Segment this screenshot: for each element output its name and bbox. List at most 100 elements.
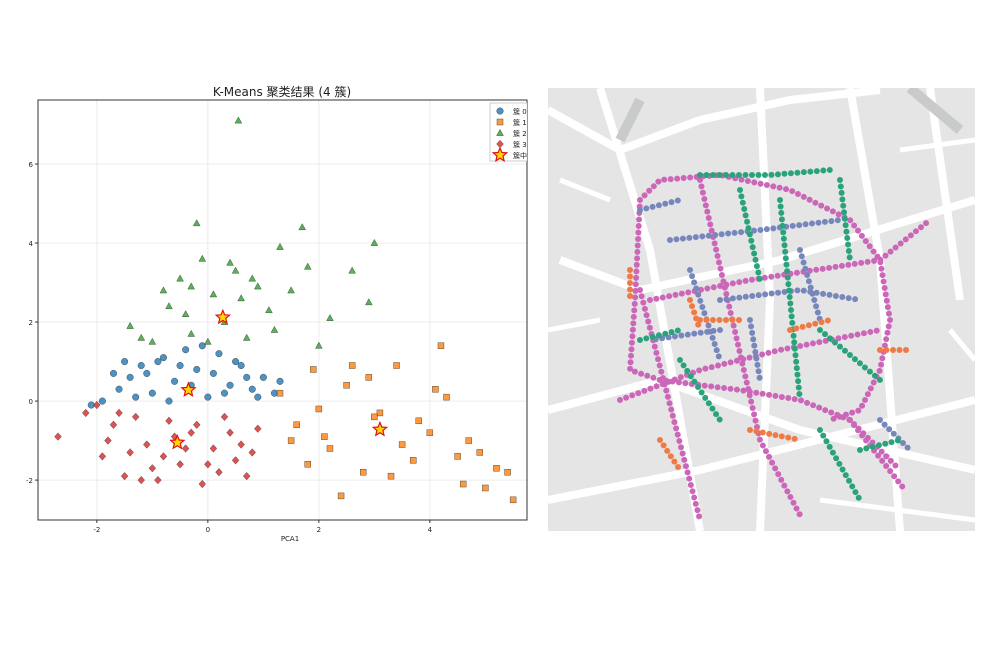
point xyxy=(176,362,184,370)
y-tick-label: 6 xyxy=(29,161,34,169)
map-panel xyxy=(548,88,975,531)
point xyxy=(371,413,378,421)
y-tick-label: 0 xyxy=(29,398,33,406)
point xyxy=(187,282,195,290)
point xyxy=(182,346,190,354)
point xyxy=(193,365,201,373)
point xyxy=(276,242,284,250)
point xyxy=(181,310,190,317)
point xyxy=(476,449,484,456)
point xyxy=(509,496,517,504)
point xyxy=(169,434,186,450)
point xyxy=(204,393,212,401)
point xyxy=(121,358,129,366)
axes-frame xyxy=(37,99,528,521)
point xyxy=(137,362,145,370)
point xyxy=(159,286,168,294)
point xyxy=(237,440,245,449)
point xyxy=(137,333,145,341)
point xyxy=(148,337,157,345)
point xyxy=(98,397,106,405)
point xyxy=(54,432,62,441)
x-axis-label: PCA1 xyxy=(281,535,299,543)
point xyxy=(93,400,101,410)
point xyxy=(187,428,195,437)
point xyxy=(365,298,373,306)
point xyxy=(259,373,267,381)
point xyxy=(132,393,140,401)
point xyxy=(165,397,173,405)
point xyxy=(315,405,323,413)
map-rail xyxy=(615,88,964,143)
point xyxy=(109,420,118,429)
point xyxy=(193,420,201,429)
point xyxy=(171,377,179,385)
point xyxy=(176,274,184,282)
point xyxy=(137,475,145,485)
point xyxy=(304,461,311,468)
point xyxy=(204,460,212,469)
point xyxy=(270,325,279,333)
point xyxy=(360,468,367,476)
y-tick-label: 4 xyxy=(29,240,34,248)
point xyxy=(393,362,400,369)
point xyxy=(214,308,232,325)
point xyxy=(348,362,356,369)
point xyxy=(276,389,284,397)
point xyxy=(237,294,245,302)
legend-label: 簇 2 xyxy=(513,129,527,138)
legend-marker xyxy=(491,146,509,162)
point xyxy=(248,385,256,393)
x-tick-label: 4 xyxy=(428,526,433,534)
point xyxy=(126,448,134,457)
point xyxy=(165,302,173,310)
x-tick-label: 0 xyxy=(206,526,210,534)
point xyxy=(154,475,162,485)
point xyxy=(226,258,234,266)
point xyxy=(148,389,156,397)
point xyxy=(326,314,334,321)
point xyxy=(293,421,300,428)
point xyxy=(231,266,240,274)
point xyxy=(198,342,206,350)
point xyxy=(154,358,162,366)
point xyxy=(321,433,328,440)
point xyxy=(143,369,151,377)
point xyxy=(248,274,256,282)
point xyxy=(82,408,90,418)
point xyxy=(187,329,195,337)
point xyxy=(126,321,134,329)
point xyxy=(109,369,117,377)
point xyxy=(454,453,461,460)
point xyxy=(104,436,112,445)
point xyxy=(176,460,184,469)
point xyxy=(209,369,217,377)
point xyxy=(298,223,306,231)
y-tick-label: -2 xyxy=(26,477,33,485)
point xyxy=(132,412,140,421)
point xyxy=(159,452,168,461)
point xyxy=(234,116,243,124)
chart-title: K-Means 聚类结果 (4 簇) xyxy=(213,84,351,99)
point xyxy=(304,262,312,270)
point xyxy=(254,424,262,433)
point xyxy=(159,354,167,362)
map-routes xyxy=(617,167,933,523)
point xyxy=(315,341,323,349)
point xyxy=(493,465,500,472)
point xyxy=(398,441,406,448)
plot-area xyxy=(38,100,527,520)
legend-box xyxy=(489,102,527,162)
point xyxy=(310,366,317,373)
point xyxy=(243,373,251,381)
point xyxy=(326,445,334,452)
point xyxy=(482,484,489,492)
point xyxy=(209,290,218,298)
point xyxy=(220,412,229,421)
y-tick-label: 2 xyxy=(29,319,33,327)
legend-label: 簇 0 xyxy=(513,107,527,116)
point xyxy=(371,420,389,437)
point xyxy=(204,337,212,345)
point xyxy=(270,389,278,397)
